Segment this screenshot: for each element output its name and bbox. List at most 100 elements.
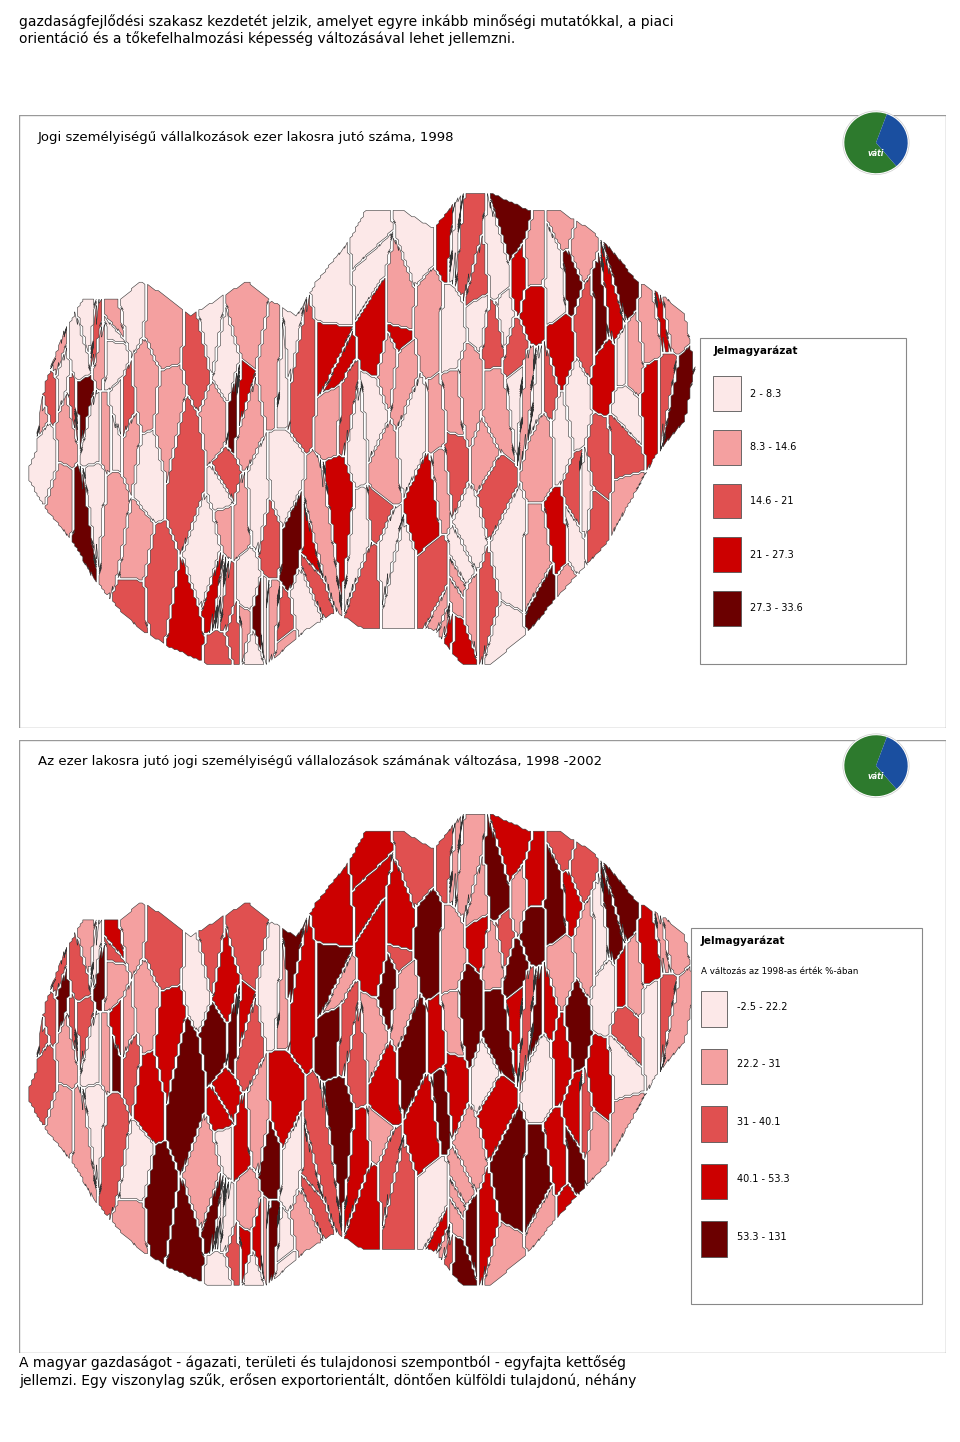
Polygon shape — [112, 415, 121, 473]
Bar — [701, 1221, 728, 1256]
Polygon shape — [458, 965, 482, 1067]
Polygon shape — [491, 815, 531, 883]
Polygon shape — [450, 578, 464, 619]
Polygon shape — [485, 1221, 525, 1285]
Polygon shape — [212, 1178, 228, 1252]
Polygon shape — [51, 947, 66, 996]
Polygon shape — [418, 535, 447, 629]
Polygon shape — [78, 298, 96, 352]
Polygon shape — [444, 1053, 468, 1138]
Polygon shape — [202, 1174, 223, 1253]
Polygon shape — [80, 1011, 99, 1087]
Polygon shape — [204, 630, 231, 665]
Polygon shape — [588, 1034, 612, 1120]
Polygon shape — [258, 1120, 279, 1198]
Polygon shape — [660, 966, 695, 1071]
Polygon shape — [477, 456, 517, 539]
Wedge shape — [845, 112, 897, 173]
Polygon shape — [507, 366, 522, 456]
Polygon shape — [69, 311, 91, 379]
Polygon shape — [207, 1087, 234, 1131]
Polygon shape — [275, 1252, 296, 1279]
Polygon shape — [507, 988, 522, 1076]
Polygon shape — [565, 979, 593, 1071]
Polygon shape — [485, 815, 509, 920]
Polygon shape — [564, 1070, 582, 1146]
Polygon shape — [269, 430, 304, 528]
Polygon shape — [83, 1084, 105, 1188]
Polygon shape — [234, 1093, 251, 1182]
Polygon shape — [466, 574, 477, 656]
Polygon shape — [444, 1234, 452, 1270]
Polygon shape — [547, 314, 574, 389]
Polygon shape — [447, 525, 474, 584]
Polygon shape — [345, 1162, 379, 1249]
Polygon shape — [388, 946, 412, 973]
Polygon shape — [99, 473, 132, 598]
Polygon shape — [94, 946, 105, 1011]
Polygon shape — [166, 557, 204, 660]
Polygon shape — [447, 1146, 474, 1206]
Polygon shape — [66, 994, 78, 1061]
Polygon shape — [450, 815, 464, 906]
Polygon shape — [388, 238, 415, 329]
Polygon shape — [442, 992, 464, 1056]
Polygon shape — [450, 1178, 466, 1217]
Polygon shape — [466, 857, 488, 926]
Polygon shape — [482, 369, 515, 461]
Polygon shape — [234, 473, 251, 561]
Polygon shape — [558, 562, 577, 597]
Polygon shape — [304, 1070, 342, 1237]
Polygon shape — [388, 858, 415, 949]
Polygon shape — [564, 251, 582, 316]
Polygon shape — [660, 346, 695, 451]
Polygon shape — [323, 330, 355, 392]
Text: gazdaságfejlődési szakasz kezdetét jelzik, amelyet egyre inkább minőségi mutatók: gazdaságfejlődési szakasz kezdetét jelzi… — [19, 14, 674, 46]
FancyBboxPatch shape — [691, 927, 922, 1304]
Polygon shape — [379, 503, 404, 606]
Polygon shape — [182, 1115, 221, 1229]
Text: 53.3 - 131: 53.3 - 131 — [737, 1231, 786, 1242]
Polygon shape — [145, 284, 182, 369]
Polygon shape — [663, 297, 690, 355]
Polygon shape — [590, 339, 614, 415]
Polygon shape — [166, 397, 204, 555]
Bar — [701, 1106, 728, 1142]
Polygon shape — [301, 1175, 334, 1239]
Polygon shape — [482, 920, 504, 989]
Polygon shape — [444, 614, 452, 650]
Polygon shape — [564, 448, 582, 525]
Polygon shape — [199, 1002, 226, 1087]
Polygon shape — [121, 903, 145, 979]
Polygon shape — [309, 242, 352, 324]
Polygon shape — [239, 606, 251, 662]
Polygon shape — [78, 996, 94, 1070]
Polygon shape — [248, 1053, 269, 1174]
Polygon shape — [458, 343, 482, 447]
Bar — [701, 1048, 728, 1084]
Polygon shape — [525, 211, 544, 287]
Polygon shape — [309, 862, 352, 946]
Polygon shape — [264, 1197, 269, 1285]
Polygon shape — [404, 453, 439, 555]
Circle shape — [843, 734, 909, 797]
Polygon shape — [339, 981, 358, 1076]
Polygon shape — [436, 603, 450, 639]
Polygon shape — [609, 415, 644, 479]
Polygon shape — [558, 1184, 577, 1217]
Polygon shape — [112, 580, 148, 633]
Text: 40.1 - 53.3: 40.1 - 53.3 — [737, 1174, 789, 1184]
Polygon shape — [495, 910, 515, 966]
Polygon shape — [83, 464, 105, 567]
Polygon shape — [590, 960, 614, 1035]
Bar — [713, 483, 741, 518]
Polygon shape — [525, 503, 552, 611]
Polygon shape — [264, 575, 269, 665]
Polygon shape — [134, 960, 158, 1053]
Polygon shape — [66, 373, 78, 441]
Polygon shape — [269, 1051, 304, 1148]
Polygon shape — [425, 994, 444, 1074]
Polygon shape — [641, 981, 658, 1092]
Polygon shape — [504, 939, 528, 998]
Polygon shape — [547, 934, 574, 1011]
